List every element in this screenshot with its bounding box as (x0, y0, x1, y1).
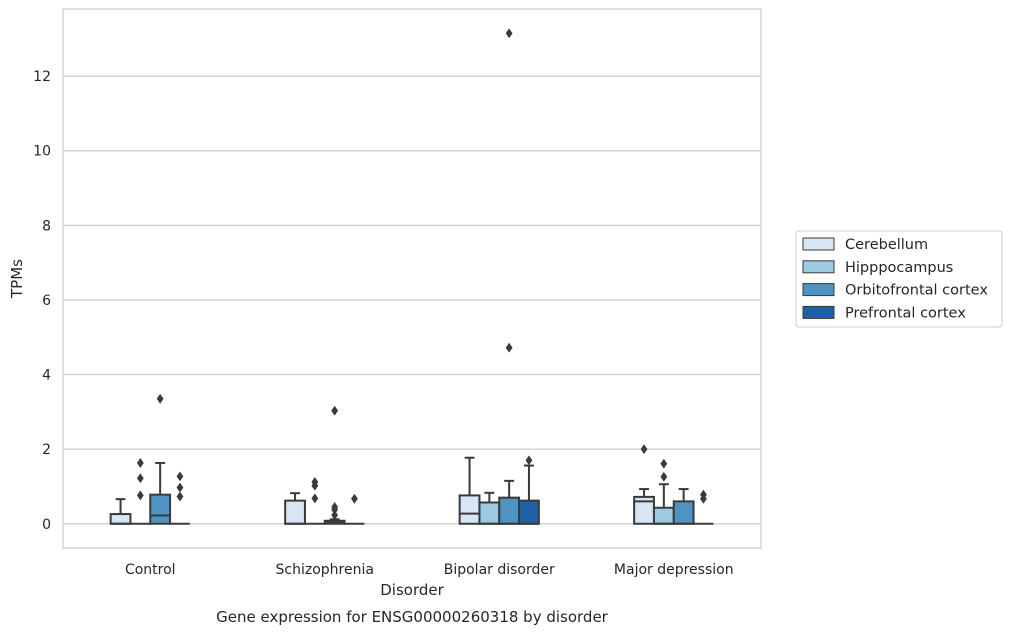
legend-label: Cerebellum (845, 237, 928, 253)
box-schizophrenia-prefrontal-cortex (344, 493, 365, 525)
y-tick-label: 6 (42, 293, 51, 309)
outlier-point (351, 493, 358, 504)
box-body (672, 500, 695, 525)
box-bipolar-disorder-prefrontal-cortex (518, 455, 540, 525)
outlier-point (700, 489, 707, 500)
y-tick-label: 0 (42, 517, 51, 533)
box-control-prefrontal-cortex (170, 471, 190, 525)
outlier-point (525, 455, 533, 466)
y-tick-label: 2 (42, 442, 51, 458)
outlier-point (136, 473, 144, 484)
box-body (109, 513, 132, 525)
legend-swatch (802, 237, 835, 251)
legend-swatch (802, 305, 835, 319)
outlier-point (156, 393, 164, 404)
box-schizophrenia-hipppocampus (304, 477, 325, 525)
box-major-depression-orbitofrontal-cortex (672, 488, 695, 525)
x-tick-label: Bipolar disorder (444, 562, 555, 578)
legend-frame (795, 230, 1003, 328)
y-tick-label: 10 (33, 144, 51, 160)
outlier-point (331, 502, 339, 512)
box-bipolar-disorder-cerebellum (458, 456, 481, 525)
box-body (652, 506, 675, 525)
outlier-point (311, 493, 319, 504)
box-body (498, 496, 521, 525)
outlier-point (660, 458, 668, 469)
outlier-point (136, 458, 144, 468)
legend-item-hipppocampus: Hipppocampus (802, 260, 953, 276)
legend: Cerebellum Hipppocampus Orbitofrontal cort… (795, 230, 1003, 328)
box-schizophrenia-cerebellum (284, 492, 306, 525)
outlier-point (176, 491, 184, 502)
outlier-point (505, 28, 513, 39)
outlier-point (640, 444, 648, 455)
box-bipolar-disorder-orbitofrontal-cortex (498, 28, 521, 525)
box-body (284, 499, 306, 525)
outlier-point (505, 342, 513, 353)
x-tick-label: Schizophrenia (276, 562, 374, 578)
legend-item-cerebellum: Cerebellum (802, 237, 928, 253)
x-tick-label: Control (125, 562, 176, 578)
box-body (518, 499, 540, 525)
box-body (458, 494, 481, 525)
plot-area-frame (62, 8, 762, 549)
box-control-hipppocampus (130, 458, 151, 525)
legend-swatch (802, 283, 835, 297)
box-body (149, 493, 172, 525)
y-tick-label: 12 (33, 69, 51, 85)
y-axis-label: TPMs (8, 259, 26, 299)
outlier-point (331, 405, 339, 416)
legend-item-orbitofrontal-cortex: Orbitofrontal cortex (802, 283, 988, 299)
outlier-point (136, 490, 144, 501)
box-schizophrenia-orbitofrontal-cortex (323, 405, 346, 525)
box-control-cerebellum (109, 498, 132, 525)
legend-item-prefrontal-cortex: Prefrontal cortex (802, 305, 966, 321)
y-tick-label: 4 (42, 368, 51, 384)
x-tick-labels: Control Schizophrenia Bipolar disorder Majo… (125, 562, 734, 578)
legend-items: Cerebellum Hipppocampus Orbitofrontal cort… (802, 237, 988, 321)
legend-label: Prefrontal cortex (845, 305, 966, 321)
legend-label: Hipppocampus (845, 260, 953, 276)
legend-label: Orbitofrontal cortex (845, 283, 988, 299)
outlier-point (311, 477, 319, 487)
outlier-point (660, 471, 668, 482)
box-control-orbitofrontal-cortex (149, 393, 172, 525)
chart-title: Gene expression for ENSG00000260318 by d… (216, 608, 609, 626)
outlier-point (176, 482, 184, 493)
box-groups (109, 28, 714, 525)
x-tick-label: Major depression (614, 562, 734, 578)
box-major-depression-prefrontal-cortex (693, 489, 714, 525)
box-bipolar-disorder-hipppocampus (478, 491, 501, 525)
y-tick-label: 8 (42, 218, 51, 234)
legend-swatch (802, 260, 835, 274)
x-axis-label: Disorder (380, 581, 444, 599)
outlier-point (331, 510, 339, 521)
y-tick-labels: 0 2 4 6 8 10 12 (33, 69, 51, 533)
box-major-depression-hipppocampus (652, 458, 675, 525)
box-body (478, 501, 501, 525)
outlier-point (176, 471, 184, 482)
grid-lines (63, 75, 761, 525)
